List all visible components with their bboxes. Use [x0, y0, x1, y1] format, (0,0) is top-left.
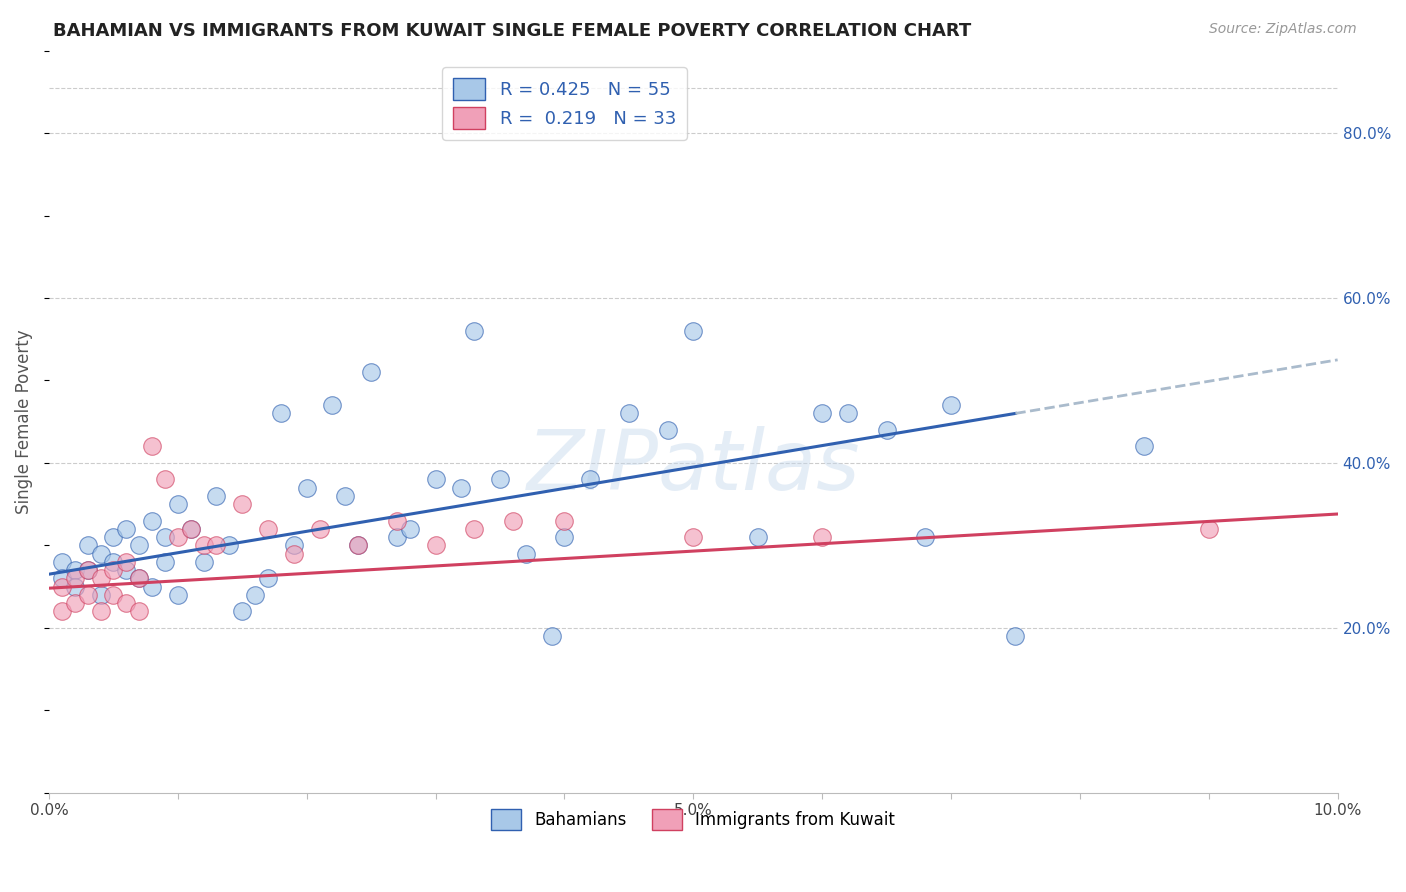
Point: [682, 324, 704, 338]
Point: [553, 514, 575, 528]
Point: [540, 629, 562, 643]
Point: [76, 588, 98, 602]
Point: [103, 555, 125, 569]
Point: [103, 530, 125, 544]
Point: [335, 489, 357, 503]
Point: [811, 530, 834, 544]
Point: [193, 555, 215, 569]
Point: [205, 538, 228, 552]
Point: [283, 538, 305, 552]
Point: [76, 538, 98, 552]
Point: [308, 522, 330, 536]
Text: ZIPatlas: ZIPatlas: [526, 425, 860, 507]
Point: [153, 530, 176, 544]
Point: [682, 530, 704, 544]
Point: [89, 604, 111, 618]
Point: [128, 571, 150, 585]
Point: [153, 472, 176, 486]
Point: [218, 538, 240, 552]
Point: [914, 530, 936, 544]
Point: [347, 538, 370, 552]
Point: [1004, 629, 1026, 643]
Point: [617, 406, 640, 420]
Point: [553, 530, 575, 544]
Point: [63, 563, 86, 577]
Point: [51, 580, 73, 594]
Point: [425, 472, 447, 486]
Point: [385, 530, 408, 544]
Point: [76, 563, 98, 577]
Point: [243, 588, 266, 602]
Point: [141, 439, 163, 453]
Point: [63, 596, 86, 610]
Point: [103, 588, 125, 602]
Point: [283, 547, 305, 561]
Point: [876, 423, 898, 437]
Point: [63, 580, 86, 594]
Legend: Bahamians, Immigrants from Kuwait: Bahamians, Immigrants from Kuwait: [485, 803, 901, 837]
Point: [463, 324, 485, 338]
Point: [257, 571, 280, 585]
Point: [180, 522, 202, 536]
Point: [1133, 439, 1156, 453]
Point: [76, 563, 98, 577]
Point: [939, 398, 962, 412]
Y-axis label: Single Female Poverty: Single Female Poverty: [15, 329, 32, 514]
Point: [385, 514, 408, 528]
Point: [657, 423, 679, 437]
Point: [128, 538, 150, 552]
Point: [166, 588, 188, 602]
Point: [180, 522, 202, 536]
Point: [747, 530, 769, 544]
Point: [166, 497, 188, 511]
Point: [51, 571, 73, 585]
Point: [166, 530, 188, 544]
Point: [515, 547, 537, 561]
Point: [257, 522, 280, 536]
Point: [360, 365, 382, 379]
Point: [128, 604, 150, 618]
Point: [811, 406, 834, 420]
Point: [115, 563, 138, 577]
Point: [231, 604, 253, 618]
Point: [89, 547, 111, 561]
Point: [51, 555, 73, 569]
Point: [1198, 522, 1220, 536]
Point: [270, 406, 292, 420]
Point: [141, 514, 163, 528]
Point: [205, 489, 228, 503]
Point: [837, 406, 859, 420]
Point: [51, 604, 73, 618]
Point: [115, 555, 138, 569]
Point: [128, 571, 150, 585]
Text: Source: ZipAtlas.com: Source: ZipAtlas.com: [1209, 22, 1357, 37]
Point: [579, 472, 602, 486]
Point: [103, 563, 125, 577]
Point: [89, 588, 111, 602]
Point: [425, 538, 447, 552]
Point: [63, 571, 86, 585]
Text: BAHAMIAN VS IMMIGRANTS FROM KUWAIT SINGLE FEMALE POVERTY CORRELATION CHART: BAHAMIAN VS IMMIGRANTS FROM KUWAIT SINGL…: [53, 22, 972, 40]
Point: [115, 596, 138, 610]
Point: [321, 398, 343, 412]
Point: [153, 555, 176, 569]
Point: [398, 522, 420, 536]
Point: [502, 514, 524, 528]
Point: [231, 497, 253, 511]
Point: [193, 538, 215, 552]
Point: [463, 522, 485, 536]
Point: [115, 522, 138, 536]
Point: [450, 481, 472, 495]
Point: [89, 571, 111, 585]
Point: [141, 580, 163, 594]
Point: [295, 481, 318, 495]
Point: [489, 472, 512, 486]
Point: [347, 538, 370, 552]
